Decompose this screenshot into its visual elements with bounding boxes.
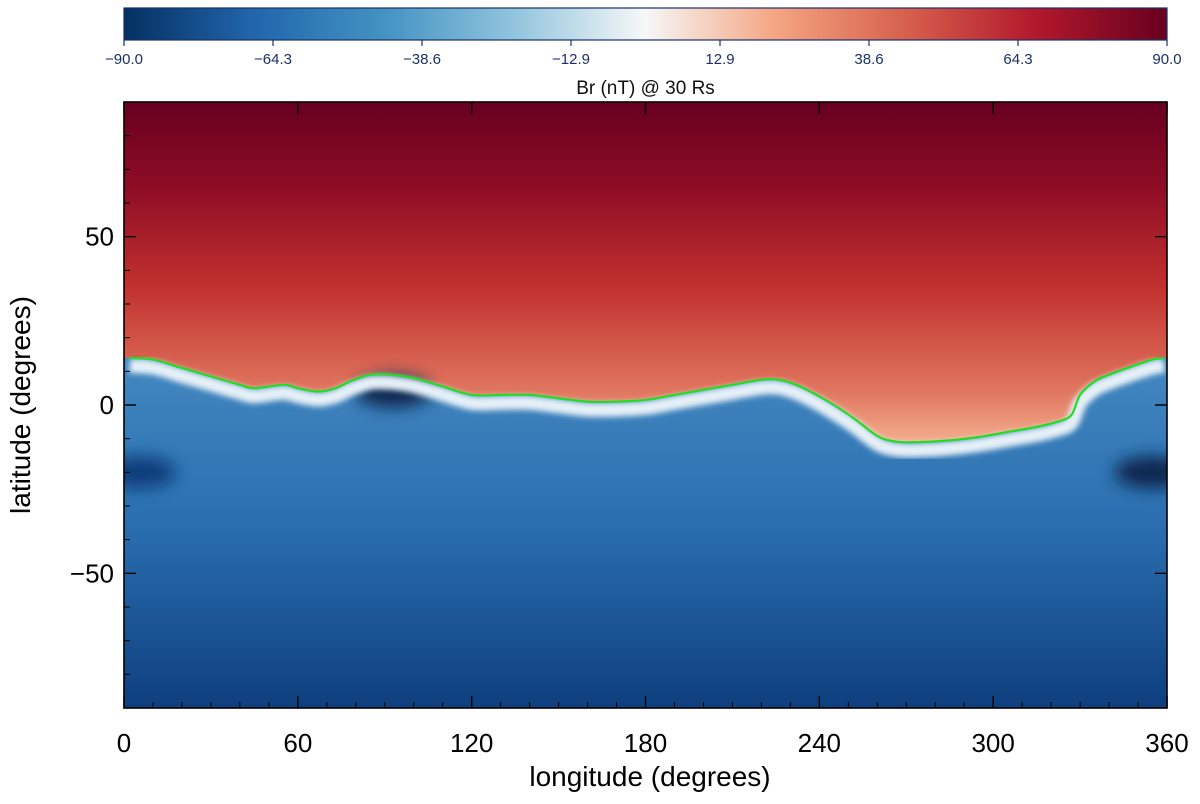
y-axis-title: latitude (degrees) — [5, 296, 36, 514]
y-axis-ticks: 50 0 −50 — [70, 101, 1167, 709]
heatmap-feature — [1114, 456, 1167, 489]
x-tick-label: 180 — [624, 728, 667, 758]
y-tick-label: 50 — [85, 222, 114, 252]
heatmap-positive-region — [124, 102, 1167, 443]
colorbar-tick-label: −12.9 — [552, 51, 590, 68]
colorbar-title: Br (nT) @ 30 Rs — [576, 78, 715, 99]
x-tick-label: 300 — [971, 728, 1014, 758]
colorbar-ticks: −90.0 −64.3 −38.6 −12.9 12.9 38.6 64.3 90.0 — [105, 40, 1182, 68]
x-axis-title: longitude (degrees) — [529, 761, 770, 792]
colorbar-bar — [123, 7, 1168, 41]
neutral-line-band — [129, 358, 1166, 458]
colorbar: −90.0 −64.3 −38.6 −12.9 12.9 38.6 64.3 90.0 Br … — [105, 7, 1182, 99]
heatmap-feature — [124, 456, 177, 489]
x-axis-ticks: 0 60 120 180 240 300 360 — [117, 102, 1189, 758]
colorbar-tick-label: 64.3 — [1003, 51, 1032, 68]
x-tick-label: 120 — [450, 728, 493, 758]
colorbar-tick-label: −38.6 — [403, 51, 441, 68]
y-tick-label: 0 — [100, 390, 114, 420]
x-tick-label: 60 — [283, 728, 312, 758]
x-tick-label: 240 — [798, 728, 841, 758]
x-tick-label: 360 — [1145, 728, 1188, 758]
colorbar-tick-label: 90.0 — [1152, 51, 1181, 68]
heatmap-area — [124, 102, 1167, 708]
colorbar-tick-label: −90.0 — [105, 51, 143, 68]
colorbar-tick-label: −64.3 — [254, 51, 292, 68]
y-tick-label: −50 — [70, 558, 114, 588]
colorbar-tick-label: 38.6 — [854, 51, 883, 68]
x-tick-label: 0 — [117, 728, 131, 758]
neutral-line — [129, 356, 1165, 444]
colorbar-tick-label: 12.9 — [705, 51, 734, 68]
